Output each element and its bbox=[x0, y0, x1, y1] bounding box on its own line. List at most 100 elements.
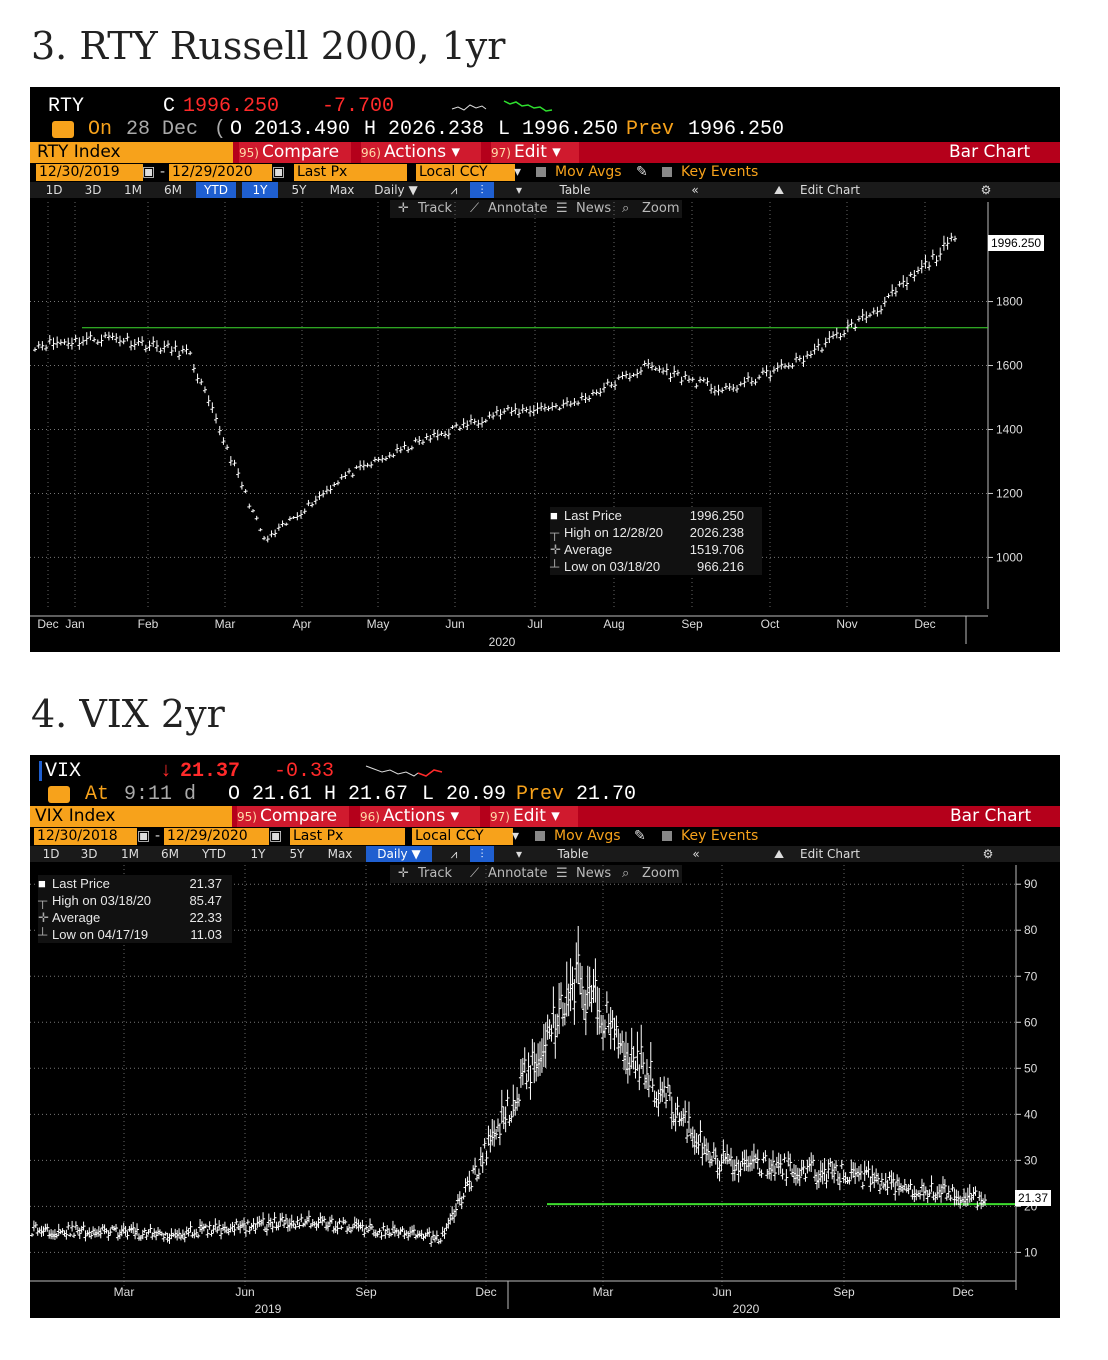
vix-index-name[interactable]: VIX Index bbox=[30, 806, 232, 827]
vix-period-ytd[interactable]: YTD bbox=[202, 847, 226, 861]
rty-edit-chart-button[interactable]: Edit Chart bbox=[799, 183, 861, 197]
x-tick-label: Sep bbox=[833, 1285, 855, 1299]
rty-calendar-icon[interactable]: ▣ bbox=[142, 164, 156, 180]
rty-type-dropdown-icon[interactable]: ▾ bbox=[515, 183, 523, 197]
rty-actions-button[interactable]: 96) Actions ▾ bbox=[361, 142, 481, 163]
rty-ccy-dropdown-icon[interactable]: ▾ bbox=[514, 164, 522, 180]
x-year-label: 2020 bbox=[733, 1302, 760, 1316]
vix-bar-chart-label[interactable]: Bar Chart bbox=[950, 806, 1032, 826]
rty-start-date[interactable]: 12/30/2019 bbox=[36, 164, 143, 181]
rty-bar-type-icon[interactable]: ⫶ bbox=[470, 182, 494, 198]
vix-pencil-icon[interactable]: ✎ bbox=[634, 828, 646, 844]
vix-period-5y[interactable]: 5Y bbox=[289, 847, 305, 861]
vix-news-icon: ☰ bbox=[556, 866, 568, 881]
vix-mov-avgs[interactable]: Mov Avgs bbox=[554, 828, 621, 844]
vix-period-1m[interactable]: 1M bbox=[121, 847, 139, 861]
vix-key-events[interactable]: Key Events bbox=[681, 828, 759, 844]
vix-calendar-icon[interactable]: ▣ bbox=[137, 828, 151, 844]
y-tick-label: 80 bbox=[1024, 923, 1038, 937]
vix-collapse-icon[interactable]: « bbox=[692, 847, 700, 861]
rty-period-max[interactable]: Max bbox=[329, 183, 355, 197]
vix-type-dropdown-icon[interactable]: ▾ bbox=[515, 847, 523, 861]
vix-edit-button[interactable]: 97) Edit ▾ bbox=[490, 806, 578, 827]
rty-collapse-icon[interactable]: « bbox=[691, 183, 699, 197]
vix-bar-type-icon[interactable]: ⫶ bbox=[470, 846, 494, 862]
vix-quote-header: VIX ↓ 21.37 -0.33 bbox=[30, 760, 1060, 783]
x-tick-label: Oct bbox=[761, 617, 780, 631]
vix-edit-chart-icon[interactable]: ⛰ bbox=[773, 847, 785, 861]
rty-period-1d[interactable]: 1D bbox=[45, 183, 63, 197]
x-tick-label: Jan bbox=[65, 617, 84, 631]
vix-last-px[interactable]: Last Px bbox=[290, 828, 405, 845]
rty-ccy[interactable]: Local CCY bbox=[416, 164, 515, 181]
x-tick-label: Jul bbox=[527, 617, 542, 631]
vix-news-tool[interactable]: News bbox=[576, 866, 612, 881]
rty-news-tool[interactable]: News bbox=[576, 201, 612, 216]
rty-period-1y[interactable]: 1Y bbox=[242, 182, 278, 198]
vix-settings-gear-icon[interactable]: ⚙ bbox=[982, 847, 994, 861]
rty-period-3d[interactable]: 3D bbox=[84, 183, 102, 197]
rty-period-6m[interactable]: 6M bbox=[164, 183, 182, 197]
vix-line-type-icon[interactable]: ⩘ bbox=[450, 847, 458, 861]
vix-ccy[interactable]: Local CCY bbox=[412, 828, 513, 845]
rty-prev: 1996.250 bbox=[688, 118, 785, 141]
rty-zoom-tool[interactable]: Zoom bbox=[642, 201, 680, 216]
vix-track-tool[interactable]: Track bbox=[418, 866, 453, 881]
vix-ccy-dropdown-icon[interactable]: ▾ bbox=[512, 828, 520, 844]
vix-period-3d[interactable]: 3D bbox=[80, 847, 98, 861]
vix-actions-button[interactable]: 96) Actions ▾ bbox=[360, 806, 480, 827]
vix-toolbar: VIX Index 95) Compare 96) Actions ▾ 97) Edi… bbox=[30, 806, 1060, 827]
rty-compare-button[interactable]: 95) Compare bbox=[239, 142, 351, 163]
vix-zoom-tool[interactable]: Zoom bbox=[642, 866, 680, 881]
vix-compare-button[interactable]: 95) Compare bbox=[237, 806, 349, 827]
vix-period-max[interactable]: Max bbox=[327, 847, 353, 861]
vix-table-button[interactable]: Table bbox=[557, 847, 589, 861]
x-tick-label: Nov bbox=[836, 617, 857, 631]
rty-edit-button[interactable]: 97) Edit ▾ bbox=[491, 142, 579, 163]
rty-last-px[interactable]: Last Px bbox=[294, 164, 407, 181]
vix-open: O 21.61 bbox=[228, 783, 313, 806]
x-tick-label: Dec bbox=[475, 1285, 496, 1299]
rty-bar-chart-label[interactable]: Bar Chart bbox=[949, 142, 1031, 162]
rty-track-tool[interactable]: Track bbox=[418, 201, 453, 216]
rty-mov-avgs[interactable]: Mov Avgs bbox=[555, 164, 622, 180]
rty-bar-chart[interactable]: 1000 1200 1400 1600 1800 Dec Jan Feb Mar Apr May Ju… bbox=[30, 87, 1060, 652]
x-tick-label: Feb bbox=[138, 617, 159, 631]
vix-start-date[interactable]: 12/30/2018 bbox=[34, 828, 137, 845]
rty-mov-avgs-checkbox[interactable] bbox=[536, 167, 546, 177]
rty-frequency[interactable]: Daily ▼ bbox=[374, 183, 418, 197]
rty-period-1m[interactable]: 1M bbox=[124, 183, 142, 197]
rty-settings-gear-icon[interactable]: ⚙ bbox=[980, 183, 992, 197]
rty-track-icon: ✛ bbox=[398, 201, 409, 216]
vix-annotate-tool[interactable]: Annotate bbox=[488, 866, 548, 881]
rty-calendar-end-icon[interactable]: ▣ bbox=[272, 164, 286, 180]
vix-prev: 21.70 bbox=[576, 783, 637, 806]
vix-end-date[interactable]: 12/29/2020 bbox=[164, 828, 269, 845]
rty-status-icon bbox=[52, 121, 74, 138]
vix-period-1y[interactable]: 1Y bbox=[250, 847, 266, 861]
vix-period-1d[interactable]: 1D bbox=[42, 847, 60, 861]
rty-index-name[interactable]: RTY Index bbox=[30, 142, 233, 163]
rty-prev-label: Prev bbox=[626, 118, 675, 141]
vix-ticker-marker bbox=[39, 761, 42, 781]
vix-mov-avgs-checkbox[interactable] bbox=[535, 831, 545, 841]
rty-edit-chart-icon[interactable]: ⛰ bbox=[773, 183, 785, 197]
rty-quote-header: RTY C 1996.250 -7.700 bbox=[30, 95, 1060, 118]
rty-period-5y[interactable]: 5Y bbox=[291, 183, 307, 197]
vix-tools-row: ✛ Track ⟋ Annotate ☰ News ⌕ Zoom bbox=[390, 865, 682, 883]
vix-calendar-end-icon[interactable]: ▣ bbox=[269, 828, 283, 844]
vix-key-events-checkbox[interactable] bbox=[662, 831, 672, 841]
rty-line-type-icon[interactable]: ⩘ bbox=[450, 183, 458, 197]
rty-period-ytd[interactable]: YTD bbox=[196, 182, 236, 198]
rty-key-events[interactable]: Key Events bbox=[681, 164, 759, 180]
x-year-label: 2019 bbox=[255, 1302, 282, 1316]
rty-table-button[interactable]: Table bbox=[559, 183, 591, 197]
rty-annotate-tool[interactable]: Annotate bbox=[488, 201, 548, 216]
vix-period-6m[interactable]: 6M bbox=[161, 847, 179, 861]
rty-end-date[interactable]: 12/29/2020 bbox=[169, 164, 272, 181]
rty-key-events-checkbox[interactable] bbox=[662, 167, 672, 177]
rty-pencil-icon[interactable]: ✎ bbox=[636, 164, 648, 180]
vix-edit-chart-button[interactable]: Edit Chart bbox=[799, 847, 861, 861]
vix-frequency[interactable]: Daily ▼ bbox=[366, 846, 432, 862]
